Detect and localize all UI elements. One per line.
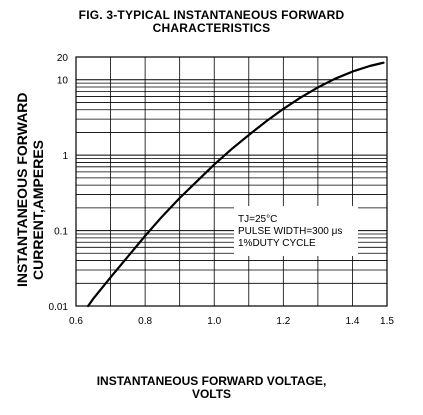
y-tick-label: 1 xyxy=(62,151,68,162)
x-axis-label-line2: VOLTS xyxy=(191,387,232,401)
x-tick-label: 1.2 xyxy=(276,316,290,327)
plot-frame xyxy=(75,56,388,307)
forward-characteristic-curve xyxy=(86,61,385,308)
y-tick-label: 20 xyxy=(57,53,69,64)
annotation-text: 1%DUTY CYCLE xyxy=(238,238,316,249)
x-tick-label: 1.5 xyxy=(380,316,394,327)
chart-title-line2: CHARACTERISTICS xyxy=(152,21,271,35)
x-tick-label: 1.4 xyxy=(345,316,359,327)
annotation-text: PULSE WIDTH=300 μs xyxy=(238,226,342,237)
y-tick-label: 10 xyxy=(57,76,69,87)
x-axis-label: INSTANTANEOUS FORWARD VOLTAGE, xyxy=(96,374,327,388)
x-tick-label: 0.8 xyxy=(138,316,152,327)
x-tick-label: 0.6 xyxy=(69,316,83,327)
chart-title: FIG. 3-TYPICAL INSTANTANEOUS FORWARD xyxy=(78,8,345,22)
annotation-box xyxy=(234,206,358,256)
y-tick-label: 0.01 xyxy=(49,302,69,313)
x-tick-label: 1.0 xyxy=(207,316,221,327)
annotation-text: TJ=25°C xyxy=(238,214,277,225)
y-tick-label: 0.1 xyxy=(54,227,68,238)
